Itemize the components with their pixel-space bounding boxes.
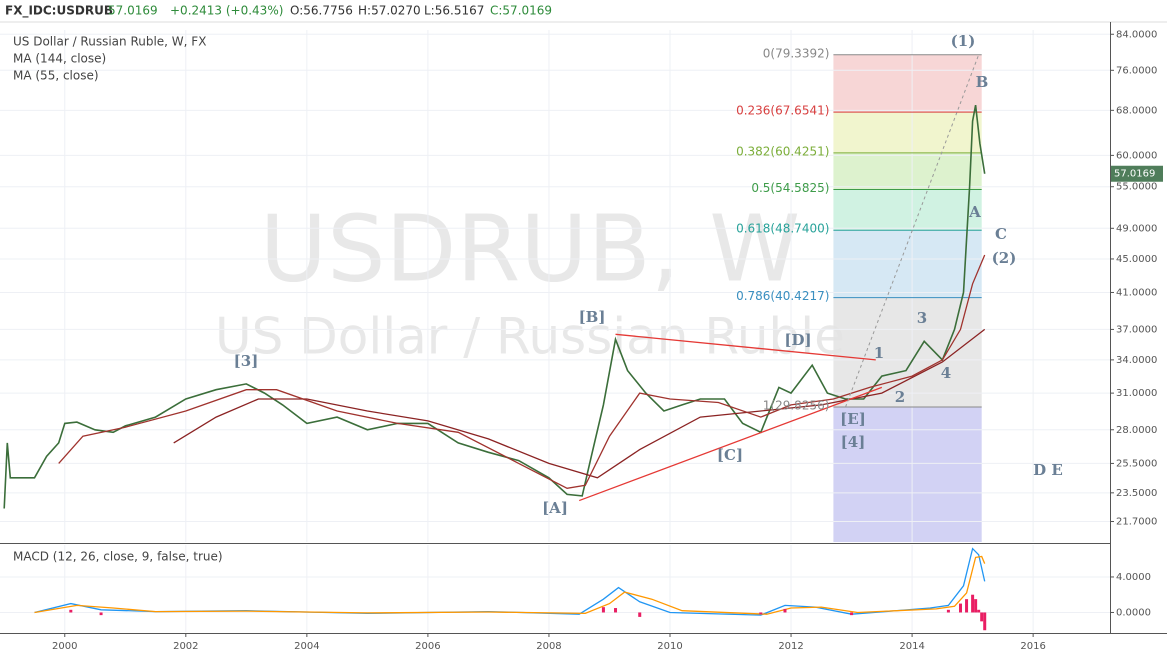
- series-line: [3, 104, 986, 509]
- histogram-bar: [971, 594, 975, 613]
- change: +0.2413 (+0.43%): [170, 4, 283, 18]
- histogram-bar: [614, 608, 618, 613]
- trend-line: [615, 333, 876, 361]
- x-tick-label: 2008: [536, 641, 561, 652]
- wave-label: 4: [941, 364, 951, 382]
- y-tick-label: 41.0000: [1116, 287, 1157, 298]
- x-tick-label: 2006: [415, 641, 440, 652]
- fib-band: [833, 152, 982, 190]
- wave-label: [C]: [717, 446, 743, 464]
- wave-label: 3: [917, 309, 927, 327]
- fib-label: 0.236(67.6541): [736, 104, 829, 118]
- fib-band: [833, 112, 982, 153]
- wave-label: (2): [992, 249, 1017, 267]
- y-tick-label: 21.7000: [1116, 517, 1157, 528]
- marks-layer: [3, 54, 987, 631]
- wave-label: B: [976, 73, 989, 91]
- histogram-bar: [946, 609, 950, 613]
- series-line: [34, 555, 986, 615]
- fib-label: 0.618(48.7400): [736, 222, 829, 236]
- watermark: USDRUB, W: [260, 195, 800, 302]
- series-line: [58, 254, 986, 489]
- watermark: US Dollar / Russian Ruble: [215, 308, 845, 366]
- y-tick-label: 37.0000: [1116, 324, 1157, 335]
- wave-label: [3]: [234, 352, 259, 370]
- fib-label: 0(79.3392): [763, 46, 830, 60]
- y-tick-label: 34.0000: [1116, 355, 1157, 366]
- fib-band: [833, 189, 982, 231]
- y-tick-label: 84.0000: [1116, 29, 1157, 40]
- y-tick-label: 28.0000: [1116, 425, 1157, 436]
- price-tag-label: 57.0169: [1114, 169, 1155, 180]
- histogram-bar: [983, 612, 987, 631]
- x-tick-label: 2016: [1020, 641, 1045, 652]
- y-tick-label: 68.0000: [1116, 105, 1157, 116]
- low: L:56.5167: [424, 4, 484, 18]
- x-tick-label: 2014: [899, 641, 924, 652]
- legend-title: US Dollar / Russian Ruble, W, FX: [13, 35, 206, 49]
- legend-title: MACD (12, 26, close, 9, false, true): [13, 550, 223, 564]
- wave-label: 2: [895, 388, 905, 406]
- fib-band: [833, 230, 982, 298]
- close: C:57.0169: [490, 4, 552, 18]
- wave-label: 1: [874, 344, 884, 362]
- fib-label: 0.382(60.4251): [736, 144, 829, 158]
- trend-line: [845, 54, 980, 408]
- y-tick-label: 45.0000: [1116, 254, 1157, 265]
- legend-entry: MA (55, close): [13, 69, 99, 83]
- x-tick-label: 2010: [657, 641, 682, 652]
- y-tick-label: 49.0000: [1116, 223, 1157, 234]
- fib-label: 0.786(40.4217): [736, 289, 829, 303]
- wave-label: [B]: [579, 308, 606, 326]
- price: 57.0169: [108, 4, 158, 18]
- x-tick-label: 2000: [52, 641, 77, 652]
- histogram-bar: [99, 612, 103, 616]
- fib-band: [833, 54, 982, 113]
- top-bar: FX_IDC:USDRUB 57.0169 +0.2413 (+0.43%) O…: [0, 4, 1167, 23]
- wave-label: [4]: [841, 433, 866, 451]
- wave-label: [D]: [784, 331, 811, 349]
- labels-layer: 21.700023.500025.500028.000031.000034.00…: [13, 29, 1163, 652]
- y-tick-label: 55.0000: [1116, 182, 1157, 193]
- histogram-bar: [638, 612, 642, 617]
- open: O:56.7756: [290, 4, 353, 18]
- histogram-bar: [601, 607, 605, 613]
- high: H:57.0270: [358, 4, 421, 18]
- histogram-bar: [959, 603, 963, 613]
- histogram-bar: [974, 599, 978, 613]
- price-tag: [1111, 165, 1163, 182]
- histogram-bar: [977, 609, 981, 613]
- wave-label: C: [995, 225, 1007, 243]
- wave-label: A: [968, 203, 981, 221]
- y-tick-label: 0.0000: [1116, 607, 1151, 618]
- y-tick-label: 25.5000: [1116, 458, 1157, 469]
- wave-label: [A]: [542, 499, 568, 517]
- x-tick-label: 2002: [173, 641, 198, 652]
- fib-label: 1(29.8256): [763, 399, 830, 413]
- x-tick-label: 2012: [778, 641, 803, 652]
- trend-line: [578, 386, 883, 502]
- legend-entry: MA (144, close): [13, 52, 106, 66]
- wave-label: (1): [951, 32, 976, 50]
- x-tick-label: 2004: [294, 641, 319, 652]
- histogram-bar: [850, 612, 854, 616]
- y-tick-label: 4.0000: [1116, 572, 1151, 583]
- histogram-bar: [759, 612, 763, 615]
- histogram-bar: [965, 599, 969, 613]
- y-tick-label: 31.0000: [1116, 388, 1157, 399]
- y-tick-label: 60.0000: [1116, 150, 1157, 161]
- y-tick-label: 76.0000: [1116, 65, 1157, 76]
- histogram-bar: [783, 608, 787, 613]
- y-tick-label: 23.5000: [1116, 488, 1157, 499]
- symbol: FX_IDC:USDRUB: [5, 4, 113, 19]
- wave-label: D E: [1033, 461, 1063, 479]
- fib-label: 0.5(54.5825): [751, 181, 829, 195]
- histogram-bar: [980, 612, 984, 622]
- fib-band: [833, 297, 982, 408]
- wave-label: [E]: [840, 410, 866, 428]
- histogram-bar: [69, 609, 73, 613]
